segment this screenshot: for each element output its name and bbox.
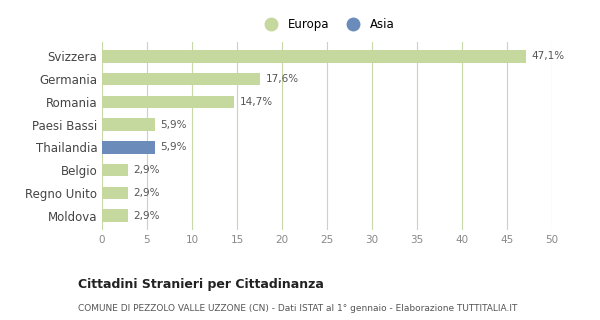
Text: Cittadini Stranieri per Cittadinanza: Cittadini Stranieri per Cittadinanza <box>78 278 324 292</box>
Text: COMUNE DI PEZZOLO VALLE UZZONE (CN) - Dati ISTAT al 1° gennaio - Elaborazione TU: COMUNE DI PEZZOLO VALLE UZZONE (CN) - Da… <box>78 304 517 313</box>
Text: 2,9%: 2,9% <box>133 165 160 175</box>
Text: 14,7%: 14,7% <box>240 97 273 107</box>
Bar <box>102 73 260 85</box>
Bar <box>102 187 128 199</box>
Text: 2,9%: 2,9% <box>133 211 160 220</box>
Legend: Europa, Asia: Europa, Asia <box>255 13 399 36</box>
Text: 47,1%: 47,1% <box>532 52 565 61</box>
Text: 2,9%: 2,9% <box>133 188 160 198</box>
Bar <box>102 141 155 154</box>
Bar <box>102 118 155 131</box>
Bar <box>102 96 235 108</box>
Text: 5,9%: 5,9% <box>161 142 187 152</box>
Bar <box>102 50 526 63</box>
Text: 17,6%: 17,6% <box>266 74 299 84</box>
Bar <box>102 164 128 176</box>
Bar <box>102 209 128 222</box>
Text: 5,9%: 5,9% <box>161 120 187 130</box>
